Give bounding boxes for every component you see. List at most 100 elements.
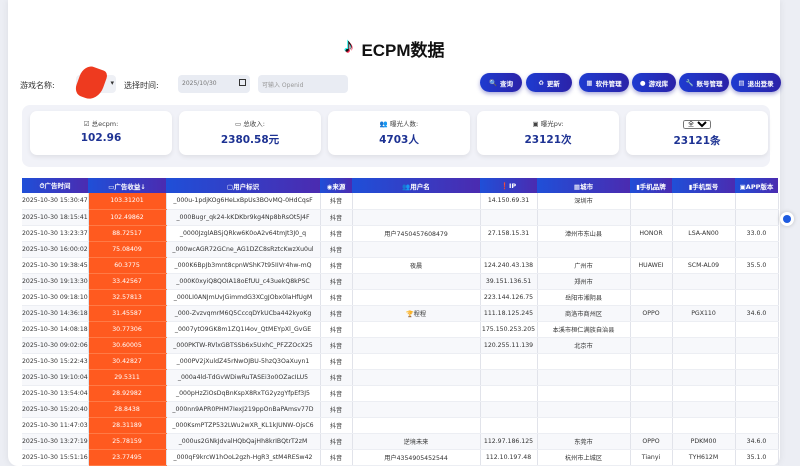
table-row[interactable]: 2025-10-30 18:15:41 102.49862 _000Bugr_qk2…	[22, 209, 779, 226]
table-row[interactable]: 2025-10-30 15:20:40 28.8438 _000nn9APR0PHM…	[22, 401, 779, 418]
date-input[interactable]: 2025/10/30	[178, 75, 250, 93]
cell-app-version	[735, 401, 779, 418]
main-panel: ECPM数据 游戏名称: ▾ 选择时间: 2025/10/30 可输入 Open…	[8, 0, 781, 466]
cell-user-id: _000-ZvzvqmrM6Q5CccqDYkUCba442kyoKg	[166, 305, 321, 322]
cell-ad-time: 2025-10-30 13:54:04	[22, 385, 89, 402]
cell-app-version	[735, 193, 779, 210]
cell-source: 抖音	[320, 305, 353, 322]
cell-source: 抖音	[320, 193, 353, 210]
table-row[interactable]: 2025-10-30 19:38:45 60.3775 _000K6BpJb3mnt…	[22, 257, 779, 274]
cell-phone-brand: OPPO	[630, 433, 673, 450]
cell-phone-model: LSA-AN00	[672, 225, 736, 242]
pv-icon: ▣	[532, 120, 539, 128]
cell-phone-brand	[630, 209, 673, 226]
cell-city: 杭州市上城区	[537, 449, 631, 466]
table-row[interactable]: 2025-10-30 13:23:37 88.72517 _0000JzglABSj…	[22, 225, 779, 242]
table-row[interactable]: 2025-10-30 19:13:30 33.42567 _000K0xyiQ8QO…	[22, 273, 779, 290]
button-software[interactable]: ▦ 软件管理	[579, 73, 629, 92]
button-label: 退出登录	[747, 79, 774, 88]
cell-user-id: _0000JzglABSjQRkw6K0oA2v64tmJt3J0_q	[166, 225, 321, 242]
cell-app-version	[735, 369, 779, 386]
openid-input[interactable]: 可输入 Openid	[258, 75, 348, 93]
header-phone-model: ▮手机型号	[672, 178, 735, 193]
cell-phone-model	[672, 273, 736, 290]
table-row[interactable]: 2025-10-30 09:02:06 30.60005 _000PKTW-RVlx…	[22, 337, 779, 354]
cell-ad-time: 2025-10-30 13:23:37	[22, 225, 89, 242]
button-account[interactable]: 🔧 账号管理	[679, 73, 729, 92]
table-row[interactable]: 2025-10-30 13:54:04 28.92982 _000pHzZiOsDq…	[22, 385, 779, 402]
table-row[interactable]: 2025-10-30 19:10:04 29.5311 _000a4ld-TdGvW…	[22, 369, 779, 386]
cell-city: 北京市	[537, 337, 631, 354]
cell-app-version	[735, 337, 779, 354]
cell-phone-model: PDKM00	[672, 433, 736, 450]
table-row[interactable]: 2025-10-30 16:00:02 75.08409 _000wcAGR72GC…	[22, 241, 779, 258]
cell-city: 漳州市东山县	[537, 225, 631, 242]
table-row[interactable]: 2025-10-30 14:08:18 30.77306 _0007ytO9GK8m…	[22, 321, 779, 338]
cell-source: 抖音	[320, 353, 353, 370]
cell-app-version: 34.6.0	[735, 433, 779, 450]
cell-phone-model: PGX110	[672, 305, 736, 322]
cell-app-version: 33.0.0	[735, 225, 779, 242]
table-row[interactable]: 2025-10-30 14:36:18 31.45587 _000-ZvzvqmrM…	[22, 305, 779, 322]
cell-source: 抖音	[320, 337, 353, 354]
cell-phone-model	[672, 385, 736, 402]
cell-username	[352, 337, 481, 354]
cell-app-version: 35.5.0	[735, 257, 779, 274]
table-row[interactable]: 2025-10-30 11:47:03 28.31189 _000KsmPTZP53…	[22, 417, 779, 434]
header-app-version: ▣APP版本	[735, 178, 778, 193]
cell-ad-time: 2025-10-30 13:27:19	[22, 433, 89, 450]
cell-phone-model	[672, 321, 736, 338]
stat-card-pv: ▣ 曝光pv: 23121次	[477, 111, 619, 155]
stat-label: 总收入:	[243, 120, 265, 128]
header-ad-revenue[interactable]: ▭广告收益↓	[88, 178, 166, 193]
cell-app-version: 35.1.0	[735, 449, 779, 466]
cell-username	[352, 321, 481, 338]
cell-city: 广州市	[537, 257, 631, 274]
ecpm-icon: ☑	[83, 120, 90, 128]
cell-phone-brand	[630, 289, 673, 306]
time-label: 选择时间:	[124, 81, 159, 90]
cell-app-version	[735, 289, 779, 306]
cell-user-id: _000PKTW-RVlxGBTSSb6x5UxhC_PFZZOcX25	[166, 337, 321, 354]
cell-ip	[480, 209, 538, 226]
cell-city: 东莞市	[537, 433, 631, 450]
cell-source: 抖音	[320, 449, 353, 466]
cell-city	[537, 401, 631, 418]
button-refresh[interactable]: ♻ 更新	[526, 73, 572, 92]
button-label: 软件管理	[595, 79, 622, 88]
floating-chat-button[interactable]	[780, 212, 794, 226]
header-city: ▦城市	[537, 178, 630, 193]
table-row[interactable]: 2025-10-30 15:22:43 30.42827 _000PV2jXuldZ…	[22, 353, 779, 370]
table-row[interactable]: 2025-10-30 13:27:19 25.78159 _000us2GNkJdv…	[22, 433, 779, 450]
stat-label: 曝光pv:	[540, 120, 564, 128]
cell-source: 抖音	[320, 209, 353, 226]
chevron-down-icon: ▾	[110, 79, 114, 87]
cell-ad-time: 2025-10-30 15:30:47	[22, 193, 89, 210]
cell-app-version	[735, 273, 779, 290]
cell-source: 抖音	[320, 225, 353, 242]
button-game[interactable]: ● 游戏库	[632, 73, 676, 92]
cell-ip	[480, 417, 538, 434]
cell-ad-time: 2025-10-30 16:00:02	[22, 241, 89, 258]
table-row[interactable]: 2025-10-30 15:30:47 103.31201 _000u-1pdjKO…	[22, 193, 779, 210]
cell-city: 郑州市	[537, 273, 631, 290]
cell-phone-brand	[630, 417, 673, 434]
cell-app-version: 34.6.0	[735, 305, 779, 322]
cell-city	[537, 417, 631, 434]
game-icon: ●	[639, 78, 646, 87]
game-select[interactable]: ▾	[73, 63, 116, 103]
cell-ad-time: 2025-10-30 15:20:40	[22, 401, 89, 418]
software-icon: ▦	[586, 78, 593, 87]
calendar-icon[interactable]	[239, 79, 246, 86]
ecpm-table: ⏱广告时间 ▭广告收益↓ ▢用户标识 ◉来源 👥用户名 ❗IP ▦城市 ▮手机品牌 ▮手机型号 ▣…	[22, 178, 779, 466]
button-logout[interactable]: ▤ 退出登录	[731, 73, 781, 92]
cell-username	[352, 353, 481, 370]
cell-user-id: _000u-1pdjKOg6HeLxBpUs3BOvMQ-0HdCqsF	[166, 193, 321, 210]
button-label: 更新	[546, 79, 560, 88]
cell-phone-brand: HUAWEI	[630, 257, 673, 274]
button-search[interactable]: 🔍 查询	[480, 73, 522, 92]
table-row[interactable]: 2025-10-30 15:51:16 23.77495 _000qF9krcW1h…	[22, 449, 779, 466]
filter-select[interactable]: 全部	[683, 120, 711, 129]
table-row[interactable]: 2025-10-30 09:18:10 32.57813 _000LI0ANJmUv…	[22, 289, 779, 306]
account-icon: 🔧	[685, 78, 694, 87]
